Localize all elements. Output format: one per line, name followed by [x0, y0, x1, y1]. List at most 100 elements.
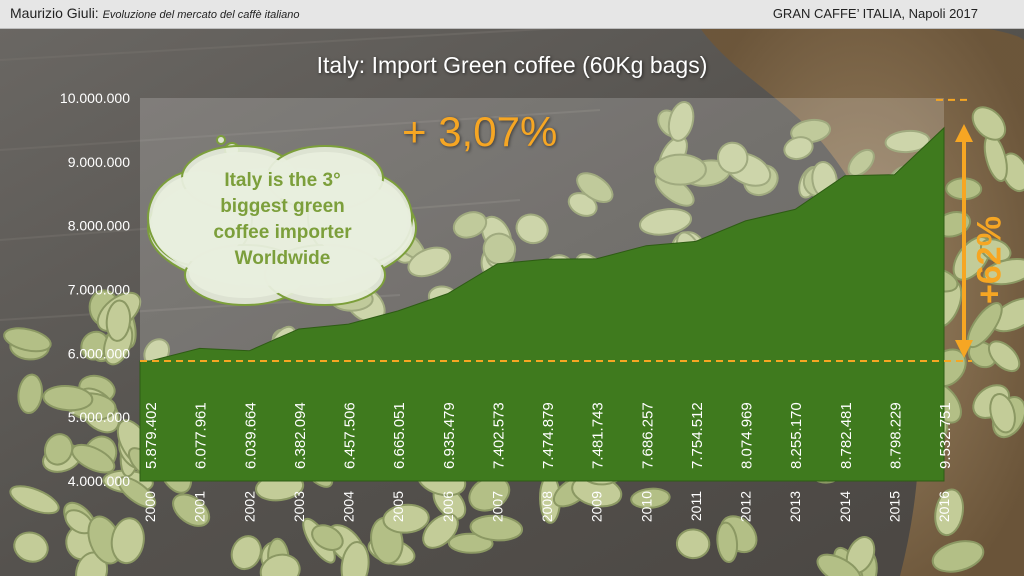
data-label: 6.382.094 [292, 402, 309, 469]
coffee-bean [110, 517, 145, 565]
data-label: 7.481.743 [590, 402, 607, 469]
y-tick-label: 7.000.000 [68, 282, 130, 298]
area-series [139, 126, 945, 482]
cloud-line: coffee importer [213, 222, 352, 243]
x-tick-label: 2014 [837, 491, 853, 522]
x-tick-label: 2003 [291, 491, 307, 522]
x-tick-label: 2011 [688, 491, 704, 521]
coffee-bean [716, 521, 739, 564]
data-label: 8.074.969 [739, 402, 756, 469]
total-increase-label: +62% [960, 200, 1020, 320]
x-tick-label: 2007 [489, 491, 505, 522]
coffee-bean [407, 246, 452, 278]
coffee-bean [675, 528, 711, 560]
coffee-bean [13, 531, 49, 563]
data-label: 6.457.506 [342, 402, 359, 469]
coffee-bean [117, 476, 157, 509]
x-tick-label: 2016 [936, 491, 952, 522]
coffee-bean [9, 485, 60, 515]
coffee-bean [989, 393, 1016, 434]
x-tick-label: 2000 [142, 491, 158, 522]
coffee-bean [452, 211, 488, 239]
coffee-bean [816, 553, 862, 576]
data-label: 5.879.402 [143, 402, 160, 469]
slide-header: Maurizio Giuli: Evoluzione del mercato d… [0, 0, 1024, 29]
y-tick-label: 9.000.000 [68, 154, 130, 170]
coffee-bean [979, 238, 1012, 263]
coffee-bean [653, 153, 707, 186]
data-label: 8.255.170 [788, 402, 805, 469]
coffee-bean [382, 503, 430, 534]
coffee-bean [576, 172, 614, 203]
coffee-bean [311, 524, 344, 551]
y-tick-label: 8.000.000 [68, 218, 130, 234]
coffee-bean [230, 535, 262, 571]
x-tick-label: 2010 [638, 491, 654, 522]
coffee-bean [971, 106, 1007, 141]
y-tick-label: 5.000.000 [68, 409, 130, 425]
x-axis: 2000 2001 2002 2003 2004 2005 2006 2007 2008 2009… [142, 491, 952, 522]
coffee-bean [667, 100, 695, 142]
coffee-bean [987, 340, 1021, 373]
data-label: 8.782.481 [838, 402, 855, 469]
coffee-bean [172, 493, 211, 527]
data-label: 6.077.961 [193, 402, 210, 469]
chart-title: Italy: Import Green coffee (60Kg bags) [316, 52, 708, 78]
x-tick-label: 2001 [192, 491, 208, 522]
coffee-bean [983, 258, 1024, 286]
coffee-bean [638, 208, 693, 236]
coffee-bean [515, 213, 549, 245]
coffee-bean [447, 532, 494, 554]
cloud-line: Worldwide [234, 248, 331, 269]
coffee-bean [42, 385, 94, 412]
x-tick-label: 2005 [390, 491, 406, 522]
coffee-bean [17, 373, 43, 415]
data-label: 7.474.879 [540, 402, 557, 469]
data-label: 6.039.664 [242, 402, 259, 469]
coffee-bean [469, 514, 524, 542]
coffee-bean [3, 327, 52, 353]
cloud-line: biggest green [220, 196, 345, 217]
coffee-bean [340, 541, 370, 576]
coffee-bean [931, 540, 985, 573]
coffee-bean [482, 232, 517, 266]
coffee-bean [884, 129, 931, 154]
x-tick-label: 2002 [241, 491, 257, 522]
total-increase-text: +62% [970, 216, 1009, 304]
data-label: 7.754.512 [689, 402, 706, 469]
x-tick-label: 2012 [738, 491, 754, 522]
data-label: 7.402.573 [490, 402, 507, 469]
coffee-bean [934, 488, 964, 537]
coffee-bean [43, 433, 74, 466]
coffee-bean [966, 302, 1003, 349]
x-tick-label: 2013 [787, 491, 803, 522]
header-author: Maurizio Giuli: Evoluzione del mercato d… [10, 5, 300, 21]
coffee-bean [716, 141, 749, 175]
y-tick-label: 4.000.000 [68, 473, 130, 489]
baseline-guides [140, 98, 972, 363]
x-tick-label: 2008 [539, 491, 555, 522]
data-label: 6.665.051 [391, 402, 408, 469]
data-label: 6.935.479 [441, 402, 458, 469]
area-fill [139, 126, 945, 482]
growth-rate-annotation: + 3,07% [402, 108, 558, 155]
header-event: GRAN CAFFE’ ITALIA, Napoli 2017 [772, 6, 978, 21]
x-tick-label: 2004 [341, 491, 357, 522]
data-label: 7.686.257 [639, 402, 656, 469]
coffee-bean [105, 299, 132, 342]
cloud-line: Italy is the 3° [224, 170, 341, 191]
header-subtitle: Evoluzione del mercato del caffè italian… [102, 9, 300, 21]
y-tick-label: 10.000.000 [60, 90, 130, 106]
coffee-bean [630, 487, 671, 509]
y-tick-label: 6.000.000 [68, 345, 130, 361]
y-axis: 4.000.000 5.000.000 6.000.000 7.000.000 8.00… [60, 90, 130, 489]
x-tick-label: 2006 [440, 491, 456, 522]
coffee-bean [847, 148, 875, 177]
x-tick-label: 2015 [886, 491, 902, 522]
value-labels: 5.879.402 6.077.961 6.039.664 6.382.094 6.45… [143, 402, 954, 469]
data-label: 9.532.751 [937, 402, 954, 469]
data-label: 8.798.229 [887, 402, 904, 469]
x-tick-label: 2009 [589, 491, 605, 522]
